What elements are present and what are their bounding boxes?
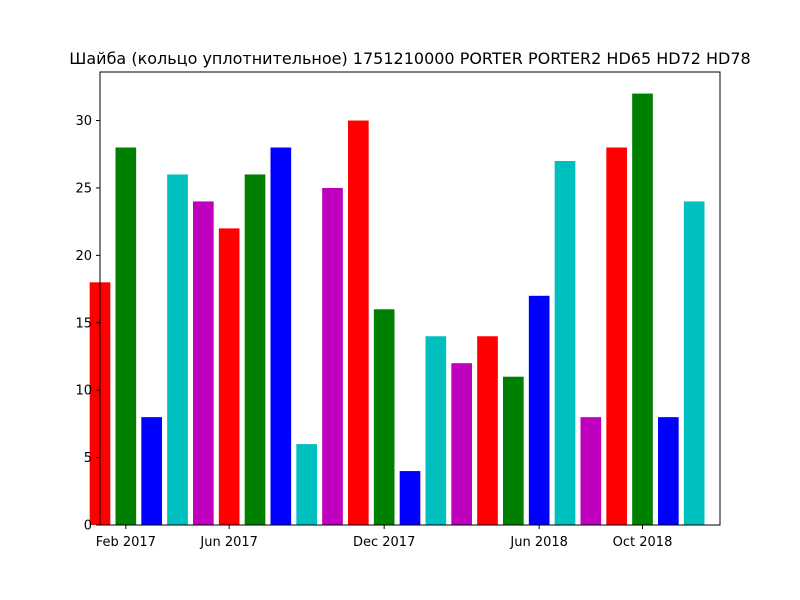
bar-2018-04 [477,336,498,525]
bar-2017-06 [218,228,240,525]
bar-2018-02 [425,336,447,525]
y-tick-label: 20 [75,249,92,264]
bar-2017-05 [193,201,214,525]
x-axis: Feb 2017 Jun 2017 Dec 2017 Jun 2018 Oct 2018 [96,525,673,550]
bar-2017-03 [141,417,162,525]
bar-2018-01 [399,471,421,525]
bar-2018-07 [554,160,576,526]
y-tick-label: 30 [75,114,92,129]
y-tick-label: 10 [75,384,92,399]
y-tick-label: 25 [75,181,92,196]
x-tick-label: Feb 2017 [96,535,156,550]
y-axis: 0 5 10 15 20 25 30 [75,114,100,534]
plot-frame [99,71,721,526]
bar-2018-06 [528,295,550,525]
bar-2018-10 [632,93,653,525]
bar-2018-11 [658,417,679,525]
bar-2017-10 [322,187,343,525]
x-tick-label: Jun 2018 [509,535,568,550]
bar-2017-12 [373,309,395,525]
bar-2017-07 [244,174,266,525]
bars-group [89,93,705,526]
bar-2018-12 [683,201,705,525]
bar-2018-08 [580,417,602,525]
bar-2018-05 [503,376,524,525]
bar-2018-09 [606,147,627,525]
y-tick-label: 15 [75,316,92,331]
bar-2017-09 [296,444,317,525]
bar-2017-11 [348,120,369,525]
bar-2018-03 [451,363,472,525]
y-tick-label: 0 [84,519,92,534]
chart-title: Шайба (кольцо уплотнительное) 1751210000… [69,49,750,68]
bar-2017-04 [167,174,188,525]
bar-2017-08 [270,147,292,525]
x-tick-label: Dec 2017 [353,535,415,550]
x-tick-label: Oct 2018 [613,535,673,550]
y-tick-label: 5 [84,451,92,466]
x-tick-label: Jun 2017 [199,535,258,550]
bar-2017-02 [115,147,137,525]
